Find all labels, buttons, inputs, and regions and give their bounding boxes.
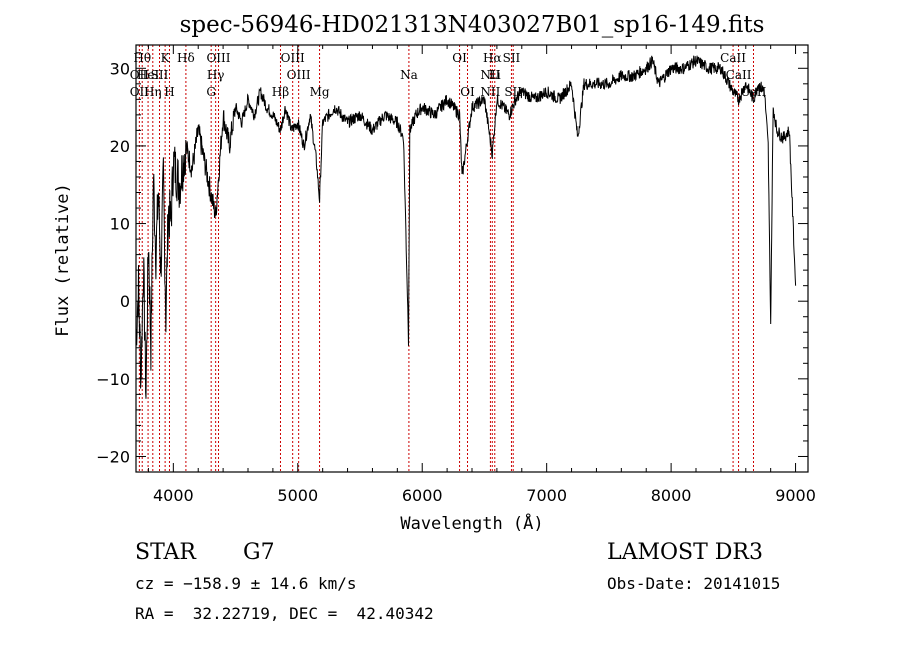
line-marker-label: SII xyxy=(503,51,521,65)
line-marker-label: Hδ xyxy=(177,51,195,65)
x-tick-label: 4000 xyxy=(153,486,194,505)
survey-name: LAMOST DR3 xyxy=(607,540,763,565)
y-axis-ticks: −20 −10 0 10 20 30 xyxy=(96,52,808,473)
line-marker-label: CaII xyxy=(720,51,746,65)
coordinates: RA = 32.22719, DEC = 42.40342 xyxy=(135,604,434,623)
y-tick-label: 10 xyxy=(110,215,130,234)
line-marker-label: OIII xyxy=(287,68,311,82)
line-marker-label: Hα xyxy=(483,51,502,65)
line-marker-label: OII xyxy=(130,85,150,99)
line-marker-label: SII xyxy=(151,68,169,82)
line-marker-label: H xyxy=(164,85,174,99)
x-tick-label: 8000 xyxy=(651,486,692,505)
observation-date: Obs-Date: 20141015 xyxy=(607,574,781,593)
y-tick-label: 0 xyxy=(120,292,130,311)
x-axis-ticks: 4000 5000 6000 7000 8000 9000 xyxy=(147,45,816,505)
redshift-cz: cz = −158.9 ± 14.6 km/s xyxy=(135,574,357,593)
line-marker-label: Li xyxy=(489,68,501,82)
y-axis-label: Flux (relative) xyxy=(53,183,73,337)
line-marker-label: NII xyxy=(480,85,500,99)
line-marker-label: NII xyxy=(480,68,500,82)
line-marker-label: Mg xyxy=(310,85,330,99)
x-tick-label: 6000 xyxy=(402,486,443,505)
line-marker-label: Na xyxy=(400,68,418,82)
line-marker-label: CaII xyxy=(726,68,752,82)
line-marker-label: HeI xyxy=(137,68,160,82)
line-marker-label: Hη xyxy=(144,85,162,99)
y-tick-label: −20 xyxy=(96,447,130,466)
line-marker-label: OIII xyxy=(206,51,230,65)
spectrum-line xyxy=(135,55,797,399)
emission-line-markers xyxy=(138,45,754,472)
line-marker-label: G xyxy=(206,85,216,99)
line-marker-label: Hβ xyxy=(272,85,289,99)
y-tick-label: 30 xyxy=(110,59,130,78)
y-tick-label: −10 xyxy=(96,370,130,389)
chart-title: spec-56946-HD021313N403027B01_sp16-149.f… xyxy=(180,12,765,38)
x-axis-label: Wavelength (Å) xyxy=(400,512,543,534)
line-marker-label: OI xyxy=(452,51,467,65)
x-tick-label: 5000 xyxy=(277,486,318,505)
line-marker-label: OI xyxy=(460,85,475,99)
object-class: STAR xyxy=(135,540,196,565)
line-marker-label: Hθ xyxy=(133,51,151,65)
object-subclass: G7 xyxy=(243,540,275,565)
line-marker-label: Hγ xyxy=(207,68,225,82)
line-marker-label: OII xyxy=(130,68,150,82)
x-tick-label: 9000 xyxy=(775,486,816,505)
x-tick-label: 7000 xyxy=(526,486,567,505)
line-marker-label: K xyxy=(161,51,171,65)
y-tick-label: 20 xyxy=(110,137,130,156)
emission-line-labels: HθOIIOIIHeIHηSIIKHHδHγGOIIIHβOIIIOIIIMgN… xyxy=(130,51,767,99)
line-marker-label: OIII xyxy=(281,51,305,65)
